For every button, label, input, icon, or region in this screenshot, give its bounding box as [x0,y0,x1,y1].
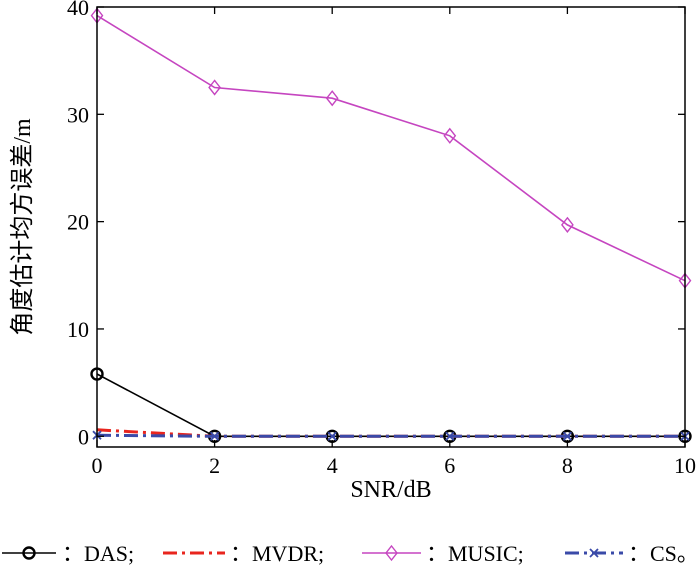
plot-area-frame [96,6,686,448]
legend-label: ：MVDR; [230,541,324,566]
series-music [90,7,692,289]
data-point-music [561,216,574,233]
y-tick-label: 30 [67,102,89,127]
x-tick-label: 4 [327,453,338,478]
x-tick-label: 2 [209,453,220,478]
legend-label: ：MUSIC; [426,541,524,566]
data-point-cs [209,431,220,441]
series-line-music [96,14,686,282]
y-axis-label: 角度估计均方误差/m [9,118,36,336]
data-point-music [325,90,339,107]
series-das [90,367,692,443]
data-point-music [443,127,457,144]
legend-item-music: ：MUSIC; [362,541,524,566]
x-tick-label: 8 [562,453,573,478]
legend-item-das: ：DAS; [2,541,134,566]
legend-label: ：DAS; [62,541,134,566]
legend: ：DAS; ：MVDR; ：MUSIC; ：CS。 [2,541,699,566]
data-point-cs [445,431,455,441]
y-tick-label: 10 [67,317,89,342]
legend-label: ：CS。 [628,541,699,566]
x-axis-label: SNR/dB [350,477,431,503]
data-point-music [208,79,221,96]
data-point-cs [562,431,573,441]
y-tick-label: 20 [67,210,89,235]
legend-marker [22,546,36,560]
series-line-das [96,373,685,438]
data-point-cs [327,431,337,441]
legend-marker [589,548,599,558]
series-line-cs [96,433,685,438]
x-tick-label: 10 [674,453,696,478]
legend-marker [385,544,398,562]
legend-item-cs: ：CS。 [565,541,699,566]
y-tick-label: 0 [78,424,89,449]
legend-item-mvdr: ：MVDR; [163,541,324,566]
x-tick-label: 0 [92,453,103,478]
x-tick-label: 6 [444,453,455,478]
y-tick-label: 40 [67,0,89,20]
